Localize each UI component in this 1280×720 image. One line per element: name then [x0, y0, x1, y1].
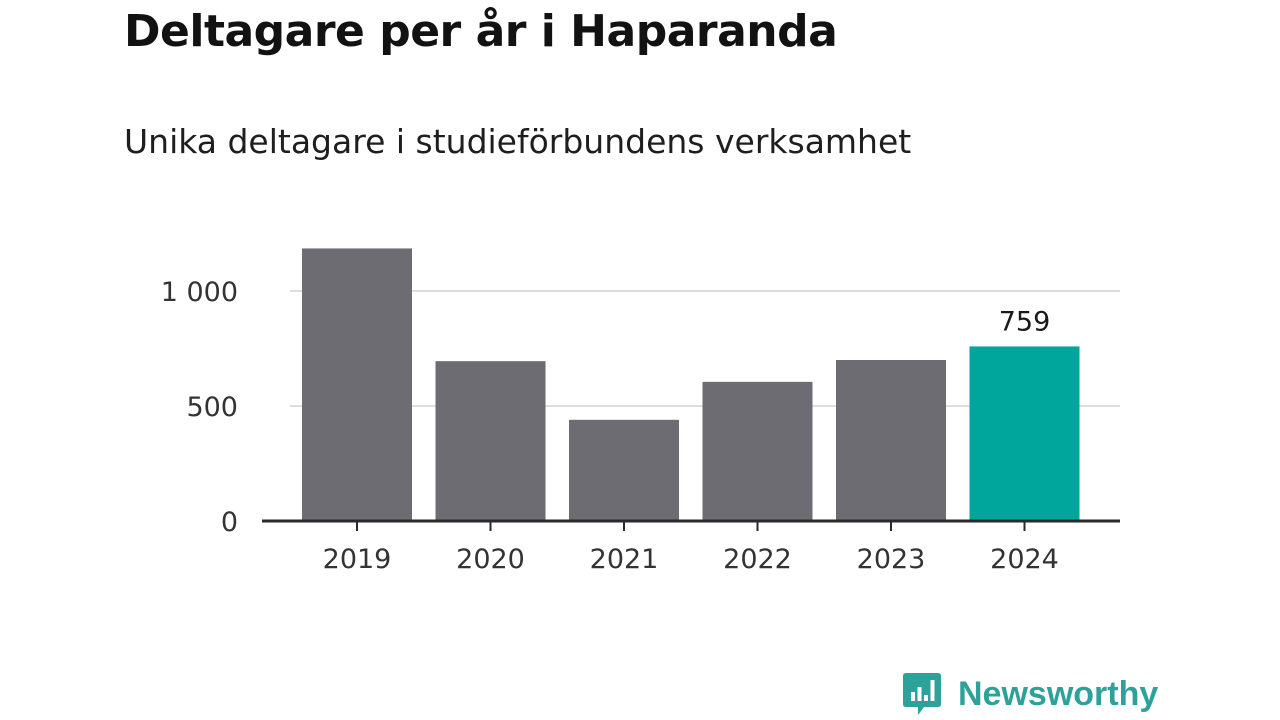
- bar: [969, 346, 1080, 521]
- x-tick-label: 2019: [323, 544, 392, 575]
- x-tick-label: 2022: [723, 544, 792, 575]
- y-tick-label: 0: [221, 507, 238, 538]
- bar: [569, 419, 679, 521]
- bar: [702, 381, 813, 521]
- x-tick-label: 2023: [857, 544, 926, 575]
- data-label: 759: [999, 306, 1051, 337]
- x-tick-label: 2024: [990, 544, 1059, 575]
- y-tick-label: 500: [186, 392, 238, 423]
- chart-subtitle: Unika deltagare i studieförbundens verks…: [124, 122, 912, 161]
- bar: [435, 361, 546, 521]
- x-tick-label: 2020: [456, 544, 525, 575]
- newsworthy-logo: Newsworthy: [902, 670, 1158, 718]
- bar: [836, 360, 946, 521]
- chart-title: Deltagare per år i Haparanda: [124, 6, 838, 57]
- y-tick-label: 1 000: [161, 277, 238, 308]
- newsworthy-logo-icon: [903, 673, 941, 715]
- bar: [302, 248, 412, 521]
- newsworthy-logo-text: Newsworthy: [958, 674, 1159, 713]
- x-tick-label: 2021: [590, 544, 659, 575]
